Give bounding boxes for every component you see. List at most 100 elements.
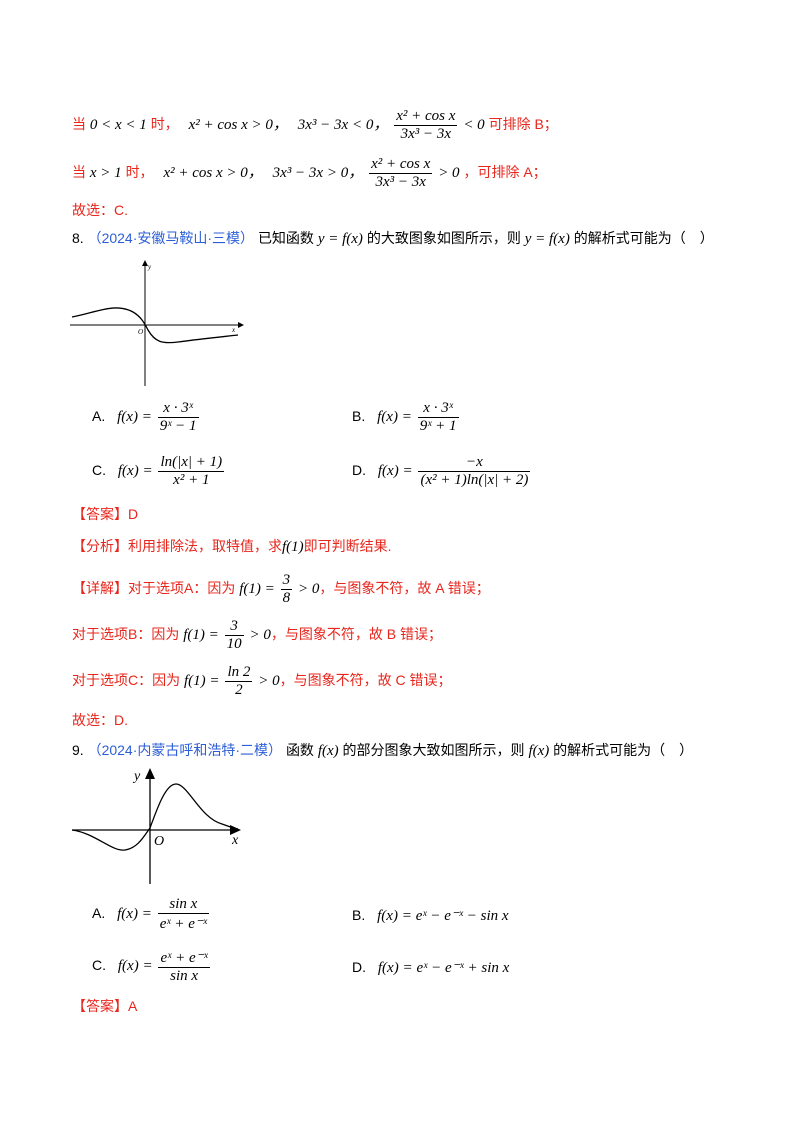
fraction-denominator: x² + 1 <box>173 472 210 488</box>
stem-text: 的解析式可能为（ ） <box>573 230 714 246</box>
detail-relation: > 0 <box>249 627 271 644</box>
option-label: B. <box>352 408 366 425</box>
q9-option-c[interactable]: C. f(x) = eˣ + e⁻ˣ sin x <box>92 948 212 985</box>
q8-detail-c: 对于选项C：因为 f(1) = ln 2 2 > 0，与图象不符，故 C 错误； <box>72 664 452 699</box>
option-lhs: f(x) = <box>117 463 153 480</box>
option-fraction: x · 3ˣ 9ˣ − 1 <box>157 400 199 435</box>
x-axis-label: x <box>231 326 236 334</box>
q9-graph: x y O <box>71 768 241 884</box>
analysis-tag: 【分析】 <box>72 538 128 554</box>
q8-conclusion: 故选：D. <box>72 712 128 728</box>
fraction-numerator: x · 3ˣ <box>157 400 199 418</box>
fraction-numerator: 3 <box>280 572 293 590</box>
fraction-numerator: x² + cos x <box>394 108 458 126</box>
analysis-text: 利用排除法，取特值，求 <box>128 538 282 554</box>
q8-option-d[interactable]: D. f(x) = −x (x² + 1)ln(|x| + 2) <box>352 454 532 489</box>
q8-detail-b: 对于选项B：因为 f(1) = 3 10 > 0，与图象不符，故 B 错误； <box>72 618 442 653</box>
option-lhs: f(x) = <box>117 409 152 426</box>
analysis-function: f(1) <box>282 539 304 555</box>
fraction-denominator: 8 <box>282 590 291 606</box>
previous-conclusion: 故选：C. <box>72 202 128 218</box>
option-label: B. <box>352 907 366 923</box>
fraction-denominator: 9ˣ + 1 <box>419 418 457 434</box>
fraction-denominator: 2 <box>235 682 243 698</box>
function-curve <box>71 307 239 344</box>
fraction-denominator: 10 <box>226 636 242 652</box>
case-condition: x > 1 <box>89 165 122 182</box>
case-expression-2: 3x³ − 3x < 0， <box>297 117 389 134</box>
q8-detail-a: 【详解】对于选项A：因为 f(1) = 3 8 > 0，与图象不符，故 A 错误… <box>72 572 490 607</box>
detail-lhs: f(1) = <box>239 581 275 598</box>
y-axis-arrow <box>142 260 148 266</box>
case-suffix: 时， <box>125 164 154 181</box>
stem-text: 函数 <box>285 742 314 758</box>
q8-answer: 【答案】D <box>72 504 138 524</box>
q8-option-c[interactable]: C. f(x) = ln(|x| + 1) x² + 1 <box>92 454 226 489</box>
fraction-numerator: x · 3ˣ <box>417 400 459 418</box>
explanation-case-1: 当 0 < x < 1 时， x² + cos x > 0， 3x³ − 3x … <box>72 108 558 143</box>
stem-function: f(x) <box>528 743 550 759</box>
option-lhs: f(x) = <box>377 960 413 976</box>
detail-text: ，与图象不符，故 B 错误； <box>270 626 443 643</box>
origin-label: O <box>154 834 164 849</box>
stem-function: y = f(x) <box>524 231 570 247</box>
option-label: D. <box>352 959 366 975</box>
q8-graph: x y O <box>70 260 244 386</box>
q8-option-a[interactable]: A. f(x) = x · 3ˣ 9ˣ − 1 <box>92 400 201 435</box>
case-result: 可排除 B； <box>488 116 558 133</box>
fraction-denominator: 3x³ − 3x <box>400 126 452 142</box>
x-axis-arrow <box>238 322 244 328</box>
case-relation: < 0 <box>463 117 485 134</box>
detail-text: 对于选项C：因为 <box>72 672 181 689</box>
option-label: A. <box>92 408 106 425</box>
answer-tag: 【答案】 <box>72 506 128 522</box>
option-fraction: ln(|x| + 1) x² + 1 <box>158 454 225 489</box>
answer-tag: 【答案】 <box>72 998 128 1014</box>
y-axis-arrow <box>145 768 155 779</box>
question-number: 8. <box>72 230 84 246</box>
option-expression: eˣ − e⁻ˣ − sin x <box>415 908 509 924</box>
stem-text: 的部分图象大致如图所示，则 <box>342 742 525 758</box>
stem-text: 已知函数 <box>257 230 314 246</box>
fraction-numerator: ln 2 <box>225 664 253 682</box>
q8-stem: 8. （2024·安徽马鞍山·三模） 已知函数 y = f(x) 的大致图象如图… <box>72 228 714 248</box>
fraction-numerator: ln(|x| + 1) <box>158 454 225 472</box>
case-expression-1: x² + cos x > 0， <box>163 165 263 182</box>
case-fraction: x² + cos x 3x³ − 3x <box>369 156 433 191</box>
fraction-denominator: sin x <box>170 968 199 984</box>
detail-text: 对于选项B：因为 <box>72 626 180 643</box>
q8-option-b[interactable]: B. f(x) = x · 3ˣ 9ˣ + 1 <box>352 400 461 435</box>
case-result: ，可排除 A； <box>463 164 547 181</box>
option-lhs: f(x) = <box>117 958 153 975</box>
fraction-denominator: 3x³ − 3x <box>375 174 426 190</box>
detail-tag: 【详解】 <box>72 580 128 597</box>
question-source: （2024·内蒙古呼和浩特·二模） <box>87 742 283 758</box>
q9-option-d[interactable]: D. f(x) = eˣ − e⁻ˣ + sin x <box>352 958 509 977</box>
case-fraction: x² + cos x 3x³ − 3x <box>394 108 458 143</box>
detail-lhs: f(1) = <box>183 627 219 644</box>
option-fraction: −x (x² + 1)ln(|x| + 2) <box>418 454 531 489</box>
origin-label: O <box>138 328 143 336</box>
q9-option-b[interactable]: B. f(x) = eˣ − e⁻ˣ − sin x <box>352 906 509 925</box>
option-lhs: f(x) = <box>377 409 412 426</box>
detail-text: ，与图象不符，故 A 错误； <box>319 580 490 597</box>
case-prefix: 当 <box>72 164 86 181</box>
function-curve <box>71 783 239 851</box>
option-lhs: f(x) = <box>117 906 152 923</box>
stem-function: f(x) <box>317 743 339 759</box>
option-expression: eˣ − e⁻ˣ + sin x <box>416 960 510 976</box>
case-condition: 0 < x < 1 <box>89 117 147 134</box>
option-label: C. <box>92 957 106 974</box>
fraction-numerator: sin x <box>157 896 210 914</box>
stem-text: 的大致图象如图所示，则 <box>366 230 521 246</box>
y-axis-label: y <box>132 769 141 784</box>
case-prefix: 当 <box>72 116 86 133</box>
q9-option-a[interactable]: A. f(x) = sin x eˣ + e⁻ˣ <box>92 896 211 933</box>
detail-text: 对于选项A：因为 <box>128 580 236 597</box>
q9-answer: 【答案】A <box>72 996 137 1016</box>
fraction-numerator: −x <box>418 454 531 472</box>
analysis-text: 即可判断结果. <box>303 538 392 554</box>
option-fraction: x · 3ˣ 9ˣ + 1 <box>417 400 459 435</box>
fraction-denominator: 9ˣ − 1 <box>159 418 197 434</box>
